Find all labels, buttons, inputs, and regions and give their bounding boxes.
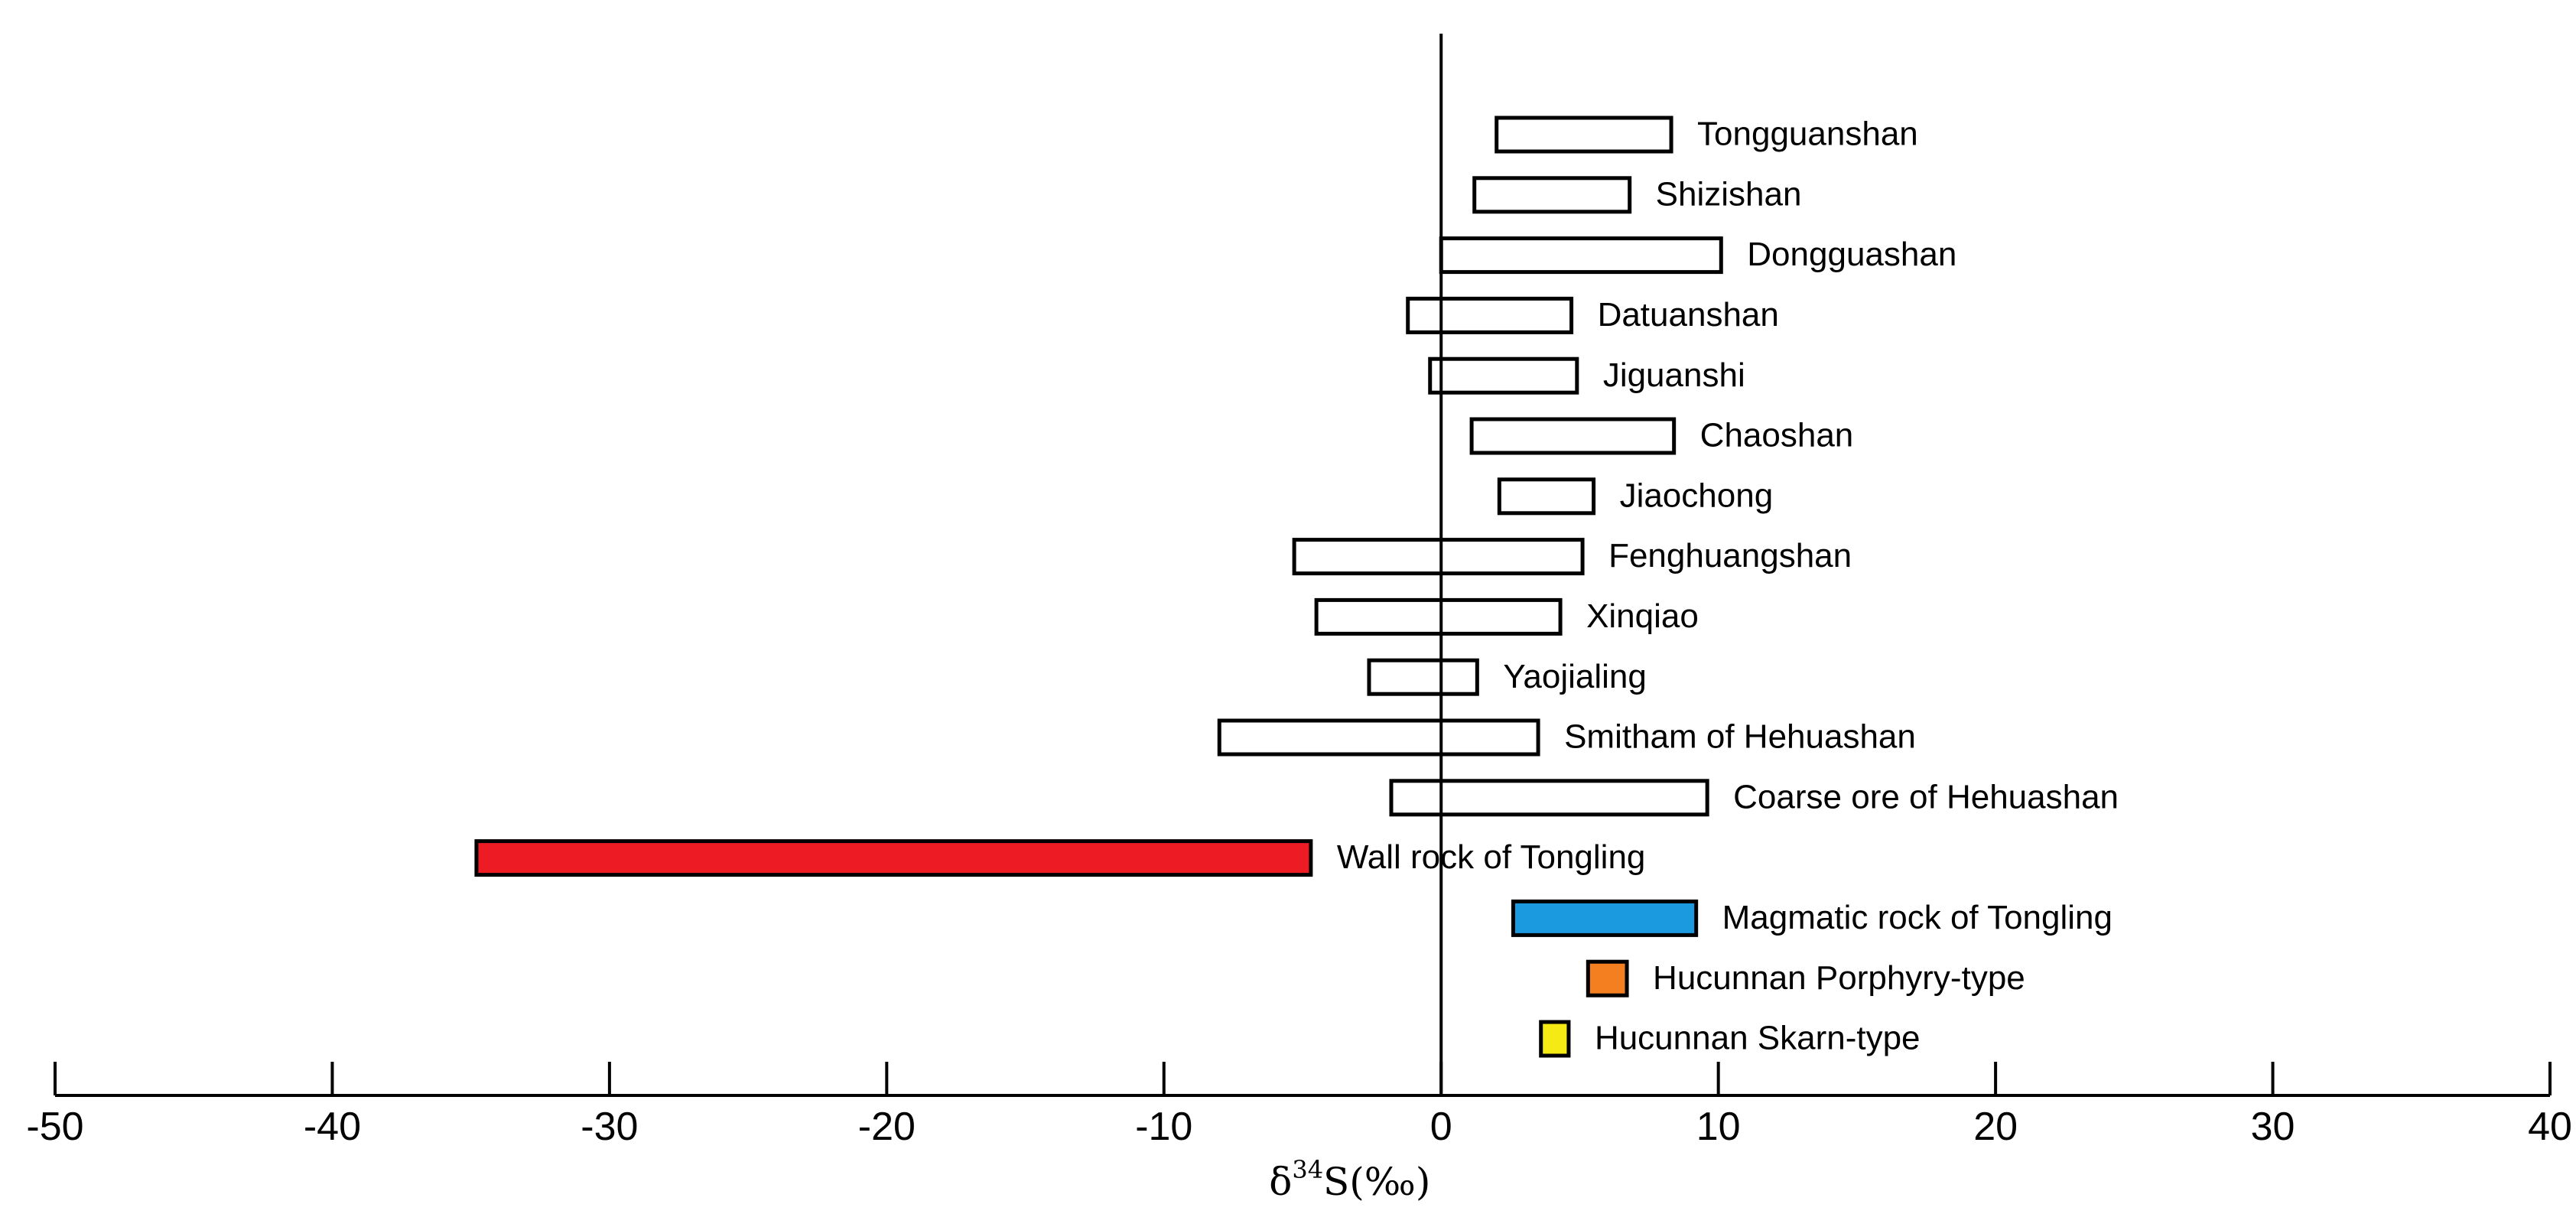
x-axis-ticks: -50 -40 -30 -20 -10 0 10 20 30 40 [26,1062,2572,1149]
bar-label: Smitham of Hehuashan [1564,718,1916,756]
x-tick-label: -20 [858,1105,916,1149]
bar-label: Jiguanshi [1603,356,1745,394]
x-tick-label: -40 [304,1105,361,1149]
range-bar [1389,779,1709,817]
bar-label: Shizishan [1656,175,1802,213]
bar-label: Wall rock of Tongling [1337,838,1646,876]
x-tick-label: -30 [581,1105,638,1149]
range-bar [1497,477,1596,516]
range-bar [1314,597,1563,636]
range-bar [1539,1020,1571,1058]
bar-label: Coarse ore of Hehuashan [1733,778,2119,815]
bar-label: Tongguanshan [1697,116,1918,153]
range-bar [1439,236,1723,275]
bar-labels-layer: Tongguanshan Shizishan Dongguashan Datuansh… [1337,116,2119,1057]
range-bar [1367,658,1479,696]
bars-layer [474,116,1723,1058]
bar-label: Magmatic rock of Tongling [1722,899,2113,936]
bar-label: Jiaochong [1620,477,1774,514]
range-bar [1472,176,1632,214]
bar-label: Chaoshan [1700,417,1854,454]
bar-label: Hucunnan Skarn-type [1595,1020,1921,1057]
range-bar [1292,538,1585,576]
range-bar [474,839,1313,877]
range-bar [1428,356,1579,395]
bar-label: Datuanshan [1598,296,1779,334]
x-axis-title-rest: S(‰) [1323,1160,1430,1204]
bar-label: Fenghuangshan [1608,537,1852,574]
range-bar [1469,417,1677,455]
range-bar [1511,899,1699,937]
range-bar [1217,718,1540,757]
x-axis [55,34,2550,1097]
x-axis-title-delta: δ [1269,1160,1292,1204]
range-bar [1586,959,1629,998]
bar-label: Dongguashan [1747,236,1956,273]
bar-label: Yaojialing [1503,658,1647,695]
x-tick-label: -50 [26,1105,83,1149]
x-tick-label: 10 [1696,1105,1741,1149]
bar-label: Hucunnan Porphyry-type [1653,959,2025,997]
x-tick-label: -10 [1135,1105,1192,1149]
x-axis-title-superscript: 34 [1292,1155,1323,1184]
x-tick-label: 30 [2251,1105,2295,1149]
x-tick-label: 40 [2528,1105,2572,1149]
x-tick-label: 0 [1430,1105,1452,1149]
range-bar [1495,116,1673,154]
x-axis-title: δ34S(‰) [1269,1155,1430,1204]
bar-label: Xinqiao [1586,597,1699,635]
range-bar [1406,296,1574,334]
x-tick-label: 20 [1973,1105,2018,1149]
